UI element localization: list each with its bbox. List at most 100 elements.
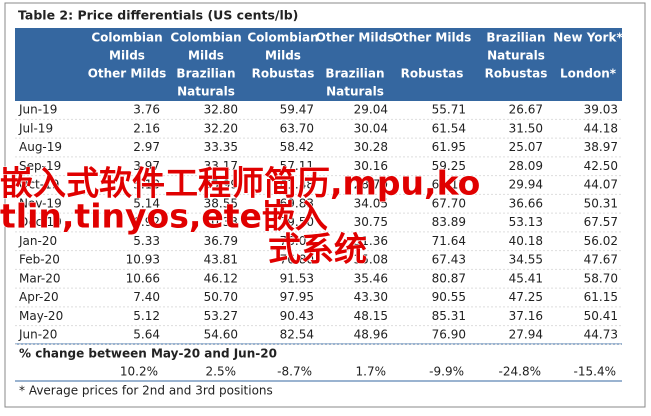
cell: 71.64 [432,234,466,248]
cell: 82.54 [280,328,314,342]
column-header: Brazilian [325,67,384,81]
cell: 26.67 [509,103,543,117]
change-cell: 2.5% [206,365,237,379]
cell: 55.71 [432,103,466,117]
cell: 67.43 [432,253,466,267]
cell: 69.83 [280,196,314,210]
cell: 47.25 [509,290,543,304]
column-header: Colombian [170,31,241,45]
cell: 3.76 [133,103,160,117]
cell: 85.31 [432,309,466,323]
cell: 46.12 [204,271,238,285]
cell: 38.97 [584,140,618,154]
cell: 5.14 [133,196,160,210]
watermark: 嵌入式软件工程师简历,mpu,ko [0,164,480,203]
change-label: % change between May-20 and Jun-20 [19,347,277,361]
cell: 10.66 [126,271,160,285]
cell: 61.54 [432,121,466,135]
cell: 29.04 [354,103,388,117]
watermark: tlin,tinyos,ete嵌入 [0,197,328,236]
cell: 5.64 [133,328,160,342]
cell: 10.93 [126,253,160,267]
cell: 63.70 [280,121,314,135]
cell: 90.43 [280,309,314,323]
cell: 29.94 [509,178,543,192]
cell: 6.92 [133,215,160,229]
cell: 50.41 [584,309,618,323]
cell: 48.15 [354,309,388,323]
row-label: Sep-19 [19,159,61,173]
change-cell: -24.8% [499,365,541,379]
cell: 35.99 [204,178,238,192]
cell: 33.35 [204,140,238,154]
cell: 50.31 [584,196,618,210]
cell: 2.97 [133,140,160,154]
cell: 38.55 [204,196,238,210]
row-label: Apr-20 [19,290,59,304]
cell: 40.33 [204,215,238,229]
cell: 43.30 [354,290,388,304]
cell: 30.75 [354,215,388,229]
cell: 39.03 [584,103,618,117]
column-header: Colombian [91,31,162,45]
cell: 44.73 [584,328,618,342]
cell: 35.46 [354,271,388,285]
column-header: Colombian [247,31,318,45]
cell: 53.13 [509,215,543,229]
title: Table 2: Price differentials (US cents/l… [18,8,298,23]
cell: 67.57 [584,215,618,229]
row-label: Nov-19 [19,196,62,210]
watermark: 式系统 [268,230,367,269]
cell: 65.12 [432,178,466,192]
cell: 58.70 [584,271,618,285]
cell: 30.28 [354,140,388,154]
cell: 42.50 [584,159,618,173]
row-label: Jan-20 [18,234,57,248]
row-label: May-20 [19,309,63,323]
cell: 83.89 [432,215,466,229]
cell: 61.15 [584,290,618,304]
cell: 25.07 [509,140,543,154]
footnote: * Average prices for 2nd and 3rd positio… [19,384,273,398]
cell: 43.81 [204,253,238,267]
cell: 76.07 [280,234,314,248]
cell: 30.16 [354,159,388,173]
cell: 30.04 [354,121,388,135]
row-label: Dec-19 [19,215,62,229]
cell: 5.12 [133,309,160,323]
cell: 90.55 [432,290,466,304]
column-header: Naturals [326,85,384,99]
cell: 59.25 [432,159,466,173]
column-header: Naturals [177,85,235,99]
cell: 53.27 [204,309,238,323]
column-header: Milds [109,49,145,63]
row-label: Jul-19 [18,121,53,135]
row-label: Aug-19 [19,140,62,154]
change-cell: -15.4% [574,365,616,379]
column-header: Milds [265,49,301,63]
row-label: Jun-20 [18,328,57,342]
cell: 61.48 [280,178,314,192]
cell: 45.41 [509,271,543,285]
column-header: Naturals [487,49,545,63]
row-label: Mar-20 [19,271,60,285]
cell: 35.08 [354,253,388,267]
cell: 28.09 [509,159,543,173]
cell: 28.79 [354,178,388,192]
cell: 36.66 [509,196,543,210]
header-band [15,28,622,101]
row-label: Oct-19 [19,178,59,192]
cell: 31.36 [354,234,388,248]
row-label: Feb-20 [19,253,60,267]
column-header: New York* [553,31,623,45]
cell: 61.95 [432,140,466,154]
cell: 27.94 [509,328,543,342]
cell: 32.80 [204,103,238,117]
column-header: Robustas [252,67,315,81]
column-header: London* [560,67,617,81]
cell: 32.20 [204,121,238,135]
cell: 80.87 [432,271,466,285]
cell: 3.97 [133,159,160,173]
column-header: Robustas [401,67,464,81]
